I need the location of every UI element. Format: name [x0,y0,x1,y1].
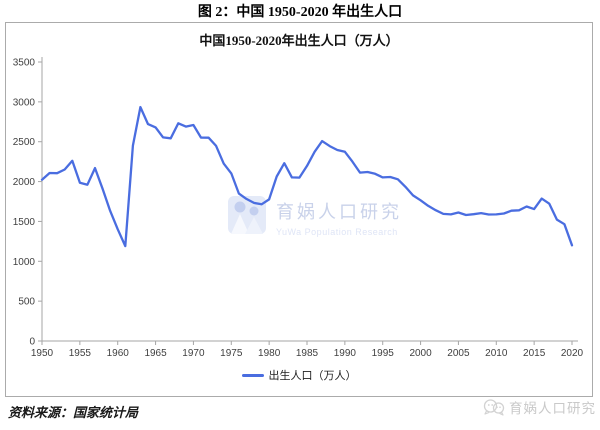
wechat-chat-bubbles-icon [483,398,505,416]
x-tick-label: 1980 [258,348,281,359]
x-tick-label: 2005 [447,348,470,359]
figure-title: 图 2：中国 1950-2020 年出生人口 [197,5,403,20]
y-tick-label: 2500 [13,137,36,148]
y-tick-label: 3000 [13,97,36,108]
x-tick-label: 1970 [182,348,205,359]
corner-watermark-brand: 育娲人口研究 [509,401,596,416]
legend-label: 出生人口（万人） [268,370,357,382]
y-tick-label: 0 [29,337,35,348]
x-tick-label: 1955 [69,348,92,359]
x-tick-label: 1975 [220,348,243,359]
birth-population-line [40,105,574,248]
x-tick-label: 2015 [523,348,546,359]
y-tick-label: 2000 [13,177,36,188]
x-tick-label: 1960 [107,348,130,359]
legend-line-swatch [241,373,264,377]
x-tick-label: 1995 [372,348,395,359]
x-tick-label: 2020 [561,348,584,359]
x-tick-label: 1990 [334,348,357,359]
plot-area: 0 500 1000 1500 2000 2500 3000 3500 1950 1955 1960… [13,57,584,359]
data-source-note: 资料来源：国家统计局 [8,405,139,420]
y-tick-label: 500 [18,297,35,308]
axis-lines [41,57,578,342]
x-tick-label: 2010 [485,348,508,359]
corner-watermark: 育娲人口研究 [483,397,596,417]
y-tick-label: 1000 [13,257,36,268]
x-tick-label: 1985 [296,348,319,359]
x-tick-label: 1950 [31,348,54,359]
x-tick-label: 1965 [144,348,167,359]
chart-container: 中国1950-2020年出生人口（万人） 育娲人口研究 YuWa Populat… [5,22,593,397]
chart-title: 中国1950-2020年出生人口（万人） [199,33,399,48]
x-tick-label: 2000 [409,348,432,359]
y-tick-label: 1500 [13,217,36,228]
y-tick-label: 3500 [13,58,36,69]
legend: 出生人口（万人） [6,367,592,383]
